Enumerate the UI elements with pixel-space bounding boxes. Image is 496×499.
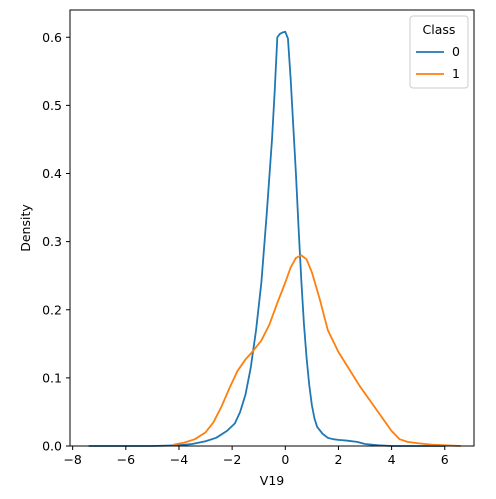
x-tick-label: 6 [441, 452, 449, 467]
y-tick-label: 0.6 [42, 30, 62, 45]
series-line-class-0 [88, 30, 445, 447]
y-tick-label: 0.0 [42, 439, 62, 454]
y-tick-label: 0.5 [42, 98, 62, 113]
plot-frame [69, 9, 475, 447]
x-tick-label: 2 [334, 452, 342, 467]
x-tick-label: −6 [117, 452, 135, 467]
y-axis-label: Density [18, 204, 33, 252]
x-tick-label: 0 [281, 452, 289, 467]
y-tick-label: 0.1 [42, 370, 62, 385]
legend-items: 01 [416, 44, 460, 81]
legend-label-class-1: 1 [452, 66, 460, 81]
x-tick-label: −2 [223, 452, 241, 467]
y-tick-label: 0.4 [42, 166, 62, 181]
x-axis-ticks: −8 −6 −4 −2 0 2 4 6 [63, 446, 449, 467]
y-axis-ticks: 0.0 0.1 0.2 0.3 0.4 0.5 0.6 [42, 30, 70, 454]
series-line-class-1 [173, 254, 461, 447]
legend: Class 01 [409, 15, 469, 89]
x-tick-label: −8 [63, 452, 81, 467]
series-layer [88, 30, 461, 447]
legend-label-class-0: 0 [452, 44, 460, 59]
x-tick-label: −4 [170, 452, 188, 467]
legend-title: Class [423, 22, 456, 37]
x-axis-label: V19 [260, 473, 285, 488]
x-tick-label: 4 [388, 452, 396, 467]
y-tick-label: 0.3 [42, 234, 62, 249]
y-tick-label: 0.2 [42, 302, 62, 317]
